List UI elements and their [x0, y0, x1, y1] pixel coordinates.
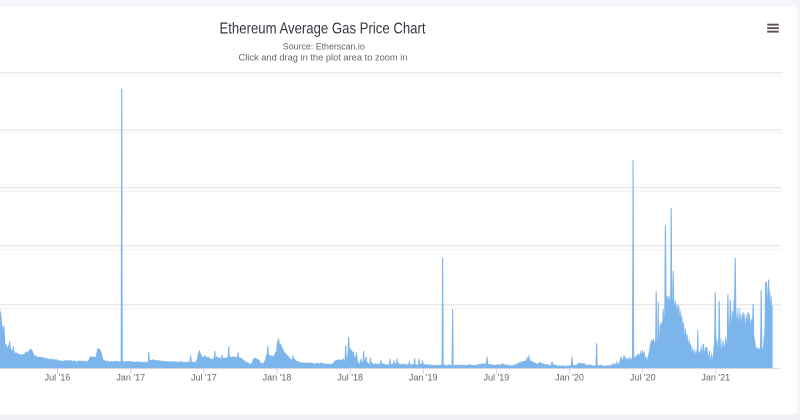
svg-text:Jul '18: Jul '18 — [337, 373, 363, 383]
svg-text:Jan '21: Jan '21 — [701, 373, 730, 383]
svg-text:Jul '17: Jul '17 — [191, 373, 217, 383]
svg-text:Jan '19: Jan '19 — [409, 373, 438, 383]
svg-text:Click and drag in the plot are: Click and drag in the plot area to zoom … — [239, 52, 408, 62]
svg-text:Ethereum Average Gas Price Cha: Ethereum Average Gas Price Chart — [220, 21, 426, 38]
svg-text:Jul '19: Jul '19 — [484, 373, 510, 383]
svg-text:Jan '18: Jan '18 — [263, 373, 292, 383]
svg-text:Source: Etherscan.io: Source: Etherscan.io — [283, 42, 365, 52]
svg-text:Jan '20: Jan '20 — [555, 373, 584, 383]
svg-text:Jan '17: Jan '17 — [116, 373, 145, 383]
svg-text:Jul '20: Jul '20 — [630, 373, 656, 383]
svg-text:Jul '16: Jul '16 — [45, 373, 71, 383]
